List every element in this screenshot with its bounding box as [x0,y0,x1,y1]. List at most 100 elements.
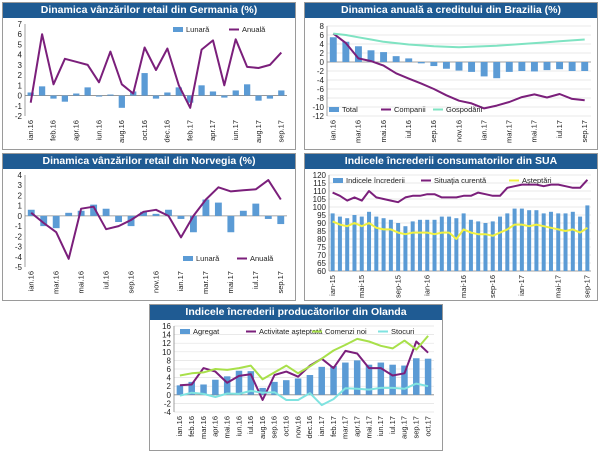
bar-indicele-increderii [563,213,568,271]
chart-title-netherlands: Indicele încrederii producătorilor din O… [150,305,442,320]
x-tick-label: aug.16 [258,416,267,439]
bar-total [329,37,337,62]
x-tick-label: mar.17 [201,271,210,294]
y-tick-label: 105 [313,195,327,204]
bar-lunara [266,95,274,99]
y-tick-label: 60 [317,267,326,276]
legend-label: Situaţia curentă [434,176,487,185]
legend-label: Agregat [193,327,220,336]
y-tick-label: 75 [317,243,326,252]
x-tick-label: mai-16 [459,275,468,298]
y-tick-label: 4 [18,171,23,180]
x-tick-label: mar.16 [354,120,363,143]
bar-total [468,62,476,72]
bar-lunara [221,95,228,98]
bar-agregat [377,362,385,395]
bar-indicele-increderii [454,218,459,271]
bar-agregat [389,364,396,395]
x-tick-label: sep.17 [580,120,589,143]
bar-indicele-increderii [367,211,372,271]
y-tick-label: 115 [313,179,326,188]
bar-indicele-increderii [410,221,415,271]
bar-indicele-increderii [527,210,532,271]
bar-lunara [95,95,103,97]
bar-total [354,46,362,62]
bar-total [417,62,425,64]
x-tick-label: oct.16 [282,416,291,436]
x-tick-label: mai.16 [76,271,85,294]
x-tick-label: mai-17 [554,275,563,298]
bar-indicele-increderii [541,213,546,271]
y-tick-label: 0 [167,391,172,400]
x-tick-label: iul.17 [251,271,260,289]
x-tick-label: iun.17 [376,416,385,436]
bar-indicele-increderii [490,221,495,271]
bar-lunara [227,215,235,233]
x-tick-label: aug.17 [400,416,409,439]
chart-title-germany: Dinamica vânzărilor retail din Germania … [3,3,295,18]
bar-agregat [306,375,314,395]
y-tick-label: 6 [320,31,325,40]
bar-agregat [271,381,278,395]
bar-lunara [52,215,60,229]
x-tick-label: iun.16 [234,416,243,436]
bar-total [556,62,564,70]
x-tick-label: sep-17 [583,275,592,298]
bar-total [581,62,589,71]
bar-indicele-increderii [352,215,357,271]
x-tick-label: ian.16 [26,271,35,291]
bar-total [392,56,400,62]
y-tick-label: 6 [167,365,172,374]
bar-lunara [38,86,46,96]
x-tick-label: sep.16 [270,416,279,439]
x-tick-label: ian-15 [328,275,337,296]
bar-total [480,62,488,77]
legend-swatch [183,256,193,261]
line-companii [332,32,585,110]
bar-agregat [212,379,219,395]
bar-lunara [73,93,80,96]
chart-title-us: Indicele încrederii consumatorilor din S… [305,154,597,169]
bar-indicele-increderii [468,219,473,271]
bar-total [442,62,450,69]
y-tick-label: -3 [15,243,23,252]
y-tick-label: -6 [317,85,325,94]
y-tick-label: -10 [312,103,324,112]
bar-total [367,50,375,62]
bar-lunara [187,95,194,103]
bar-lunara [27,92,34,96]
y-tick-label: 95 [317,211,326,220]
bar-indicele-increderii [330,213,335,271]
y-tick-label: 2 [167,382,172,391]
bar-lunara [164,92,171,96]
x-tick-label: ian.17 [317,416,326,436]
bar-total [455,62,463,71]
bar-agregat [294,378,302,395]
bar-agregat [330,365,337,395]
bar-indicele-increderii [585,205,590,271]
bar-agregat [223,376,231,395]
x-tick-label: apr.17 [352,416,361,437]
legend-label: Lunară [196,254,220,263]
x-tick-label: feb.17 [185,120,194,141]
bar-agregat [188,381,195,395]
bar-indicele-increderii [403,226,408,271]
x-tick-label: ian-17 [517,275,526,296]
bar-agregat [200,384,207,395]
bar-lunara [118,95,125,108]
y-tick-label: 85 [317,227,326,236]
y-tick-label: 4 [320,40,325,49]
x-tick-label: feb.17 [329,416,338,437]
bar-lunara [232,90,239,96]
y-tick-label: 80 [317,235,326,244]
bar-total [568,62,576,71]
line-comenzi-noi [179,335,429,381]
y-tick-label: 120 [313,171,327,180]
bar-lunara [189,215,197,233]
x-tick-label: apr.16 [211,416,220,437]
x-tick-label: sep-15 [393,275,402,298]
bar-lunara [141,73,148,96]
x-tick-label: dec.16 [163,120,172,143]
